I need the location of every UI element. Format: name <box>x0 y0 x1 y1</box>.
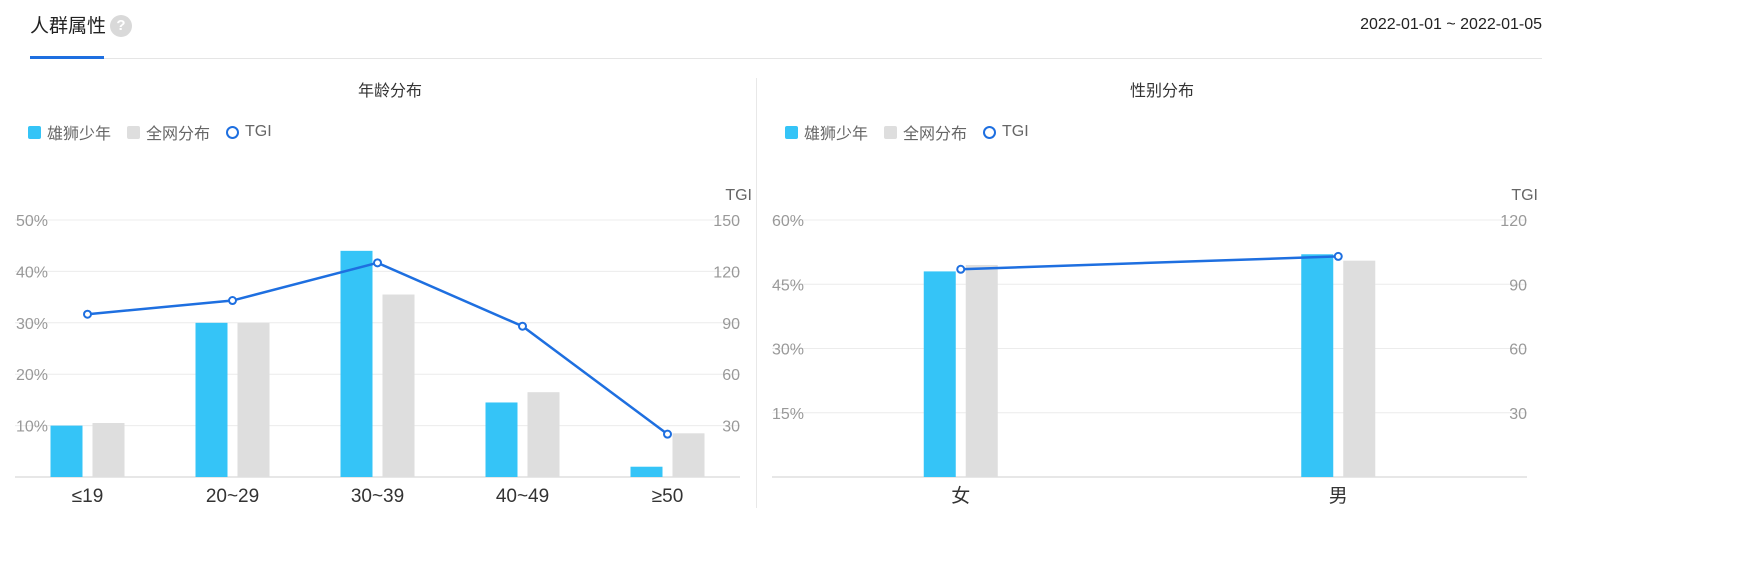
bar-primary <box>340 250 373 477</box>
y-tick-left: 15% <box>772 406 804 423</box>
x-tick-label: 女 <box>951 485 970 507</box>
y-tick-left: 60% <box>772 213 804 230</box>
tgi-point <box>83 309 92 319</box>
y-tick-right: 60 <box>1509 342 1527 359</box>
x-tick-label: 男 <box>1329 486 1348 507</box>
y-tick-right: 90 <box>722 316 740 333</box>
legend-item-tgi[interactable]: TGI <box>983 123 1029 141</box>
bar-secondary <box>672 433 705 477</box>
x-tick-label: 40~49 <box>496 486 549 507</box>
tgi-point <box>956 264 966 274</box>
y-tick-right: 60 <box>722 367 740 384</box>
y-tick-right: 30 <box>1509 406 1527 423</box>
legend-swatch-secondary <box>127 125 141 139</box>
date-range[interactable]: 2022-01-01 ~ 2022-01-05 <box>1360 16 1542 33</box>
age-distribution-chart: 10% 20% 30% 40% 50% 30 60 90 120 150 TGI ≤19 20~29 30… <box>15 187 752 507</box>
tgi-point <box>373 258 382 268</box>
y-tick-right: 150 <box>713 213 740 230</box>
bar-secondary <box>527 392 560 477</box>
y-tick-right: 90 <box>1509 277 1527 294</box>
legend-swatch-primary <box>785 125 798 139</box>
chart-divider <box>756 78 757 508</box>
y-tick-left: 30% <box>772 342 804 359</box>
bar-secondary <box>965 264 998 477</box>
bar-secondary <box>92 423 125 477</box>
tab-crowd-attributes[interactable]: 人群属性 ? <box>30 12 132 59</box>
legend-item-tgi[interactable]: TGI <box>226 123 272 141</box>
y-tick-left: 10% <box>16 419 48 436</box>
y-tick-right: 120 <box>1500 213 1527 230</box>
chart-title-gender: 性别分布 <box>1129 83 1194 100</box>
help-icon[interactable]: ? <box>110 15 132 37</box>
legend-label: TGI <box>1002 123 1029 140</box>
x-tick-label: 20~29 <box>206 486 259 507</box>
legend-item-series-2[interactable]: 全网分布 <box>884 120 967 144</box>
y-tick-left: 45% <box>772 277 804 294</box>
legend-swatch-secondary <box>884 125 898 139</box>
bar-primary <box>630 466 663 477</box>
y-tick-right: 30 <box>722 419 740 436</box>
legend-label: TGI <box>245 123 272 140</box>
tgi-point <box>228 296 237 306</box>
chart-title-age: 年龄分布 <box>357 83 422 100</box>
tgi-point <box>518 321 527 331</box>
x-tick-label: 30~39 <box>351 486 404 507</box>
x-tick-label: ≥50 <box>652 486 684 507</box>
legend-label: 雄狮少年 <box>804 126 869 143</box>
y-tick-right: 120 <box>713 264 740 281</box>
y-tick-left: 20% <box>16 367 48 384</box>
legend-label: 雄狮少年 <box>47 126 112 143</box>
tgi-point <box>1333 251 1343 261</box>
bar-primary <box>195 322 228 477</box>
y-tick-left: 50% <box>16 213 48 230</box>
y-axis-label-right: TGI <box>725 187 752 204</box>
legend-label: 全网分布 <box>903 126 968 143</box>
tab-active-indicator <box>30 56 104 59</box>
legend-swatch-primary <box>28 125 41 139</box>
tgi-point <box>663 429 672 439</box>
bar-secondary <box>237 322 270 477</box>
legend-swatch-tgi <box>226 125 240 139</box>
y-tick-left: 40% <box>16 264 48 281</box>
tgi-line <box>960 255 1339 271</box>
x-tick-label: ≤19 <box>72 486 104 507</box>
legend-gender: 雄狮少年 全网分布 TGI <box>785 120 1045 144</box>
legend-label: 全网分布 <box>146 126 211 143</box>
bar-primary <box>485 402 518 477</box>
panel-header: 人群属性 ? 2022-01-01 ~ 2022-01-05 <box>30 0 1542 59</box>
legend-item-series-2[interactable]: 全网分布 <box>127 120 210 144</box>
legend-item-series-1[interactable]: 雄狮少年 <box>28 120 111 144</box>
bar-secondary <box>382 294 415 477</box>
y-tick-left: 30% <box>16 316 48 333</box>
bar-primary <box>1301 254 1334 477</box>
legend-age: 雄狮少年 全网分布 TGI <box>28 120 288 144</box>
legend-item-series-1[interactable]: 雄狮少年 <box>785 120 868 144</box>
bar-primary <box>50 425 83 477</box>
y-axis-label-right: TGI <box>1511 187 1538 204</box>
legend-swatch-tgi <box>983 125 997 139</box>
tab-label: 人群属性 <box>30 16 107 37</box>
bar-primary <box>923 271 956 477</box>
bar-secondary <box>1343 260 1376 477</box>
